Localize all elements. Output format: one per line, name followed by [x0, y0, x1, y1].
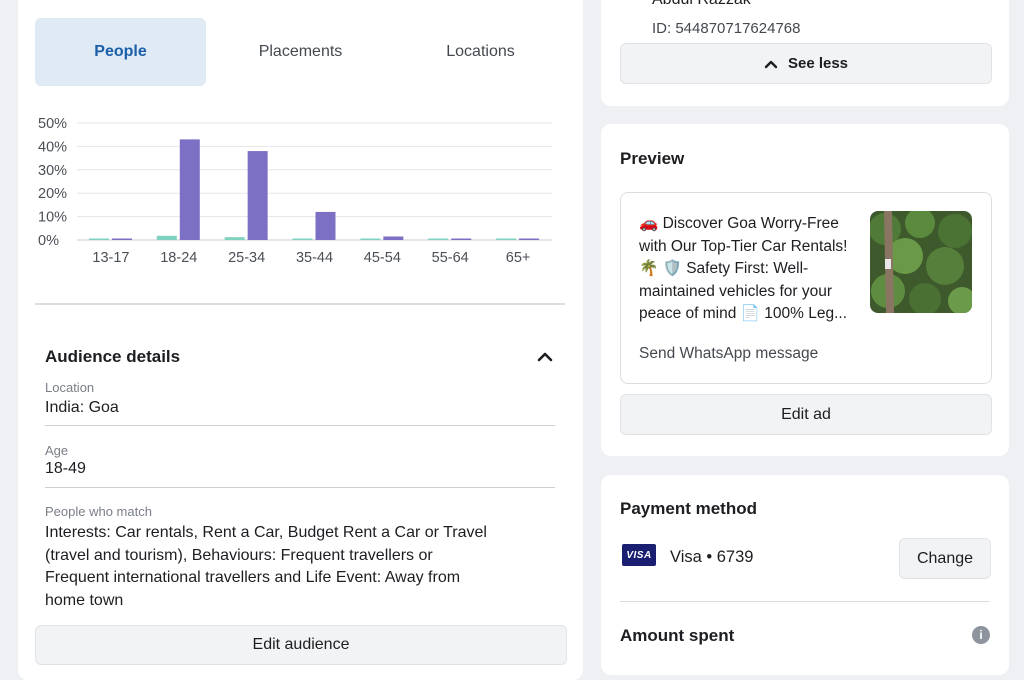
y-tick-label: 0%	[38, 233, 59, 249]
ad-line: peace of mind 📄 100% Leg...	[639, 305, 848, 323]
chart-bar-18-24-s1	[179, 139, 200, 240]
chevron-up-icon	[764, 60, 778, 68]
x-tick-label: 25-34	[228, 250, 265, 266]
account-name: Abdul Razzak	[652, 0, 751, 9]
audience-card	[18, 0, 583, 680]
chart-bar-13-17-s1	[111, 238, 132, 240]
chart-bar-35-44-s1	[315, 211, 336, 240]
ad-thumbnail	[870, 211, 972, 313]
age-distribution-chart: 0% 10% 20% 30% 40% 50% 13-17 18-24 25-34 35-44 45-…	[38, 116, 552, 266]
chart-bar-45-54-s0	[360, 238, 381, 240]
tab-people[interactable]: People	[35, 18, 206, 86]
y-tick-label: 30%	[38, 163, 67, 179]
preview-title: Preview	[620, 149, 685, 168]
amount-spent-title: Amount spent	[620, 626, 735, 645]
location-value: India: Goa	[45, 399, 119, 416]
ad-line: maintained vehicles for your	[639, 282, 832, 300]
ad-primary-text: 🚗 Discover Goa Worry-Free with Our Top-T…	[639, 213, 864, 326]
people-match-label: People who match	[45, 504, 152, 519]
people-match-value: Interests: Car rentals, Rent a Car, Budg…	[45, 522, 565, 612]
audience-details-title: Audience details	[45, 347, 181, 366]
info-icon[interactable]: i	[972, 626, 990, 644]
chart-bar-25-34-s0	[224, 237, 245, 240]
age-value: 18-49	[45, 460, 86, 477]
visa-card-icon: VISA	[622, 544, 656, 566]
chart-bar-45-54-s1	[383, 236, 404, 240]
y-tick-label: 10%	[38, 210, 67, 226]
tab-placements[interactable]: Placements	[258, 43, 343, 60]
match-line: home town	[45, 591, 124, 609]
match-line: Interests: Car rentals, Rent a Car, Budg…	[45, 524, 487, 541]
card-info: Visa • 6739	[670, 548, 754, 566]
chart-bar-35-44-s0	[292, 238, 313, 240]
chevron-up-icon[interactable]	[535, 347, 555, 367]
field-divider	[45, 487, 555, 488]
chart-bar-55-64-s0	[428, 238, 449, 240]
ad-cta-text: Send WhatsApp message	[639, 345, 819, 362]
see-less-label: See less	[787, 55, 849, 72]
y-tick-label: 20%	[38, 186, 67, 202]
x-tick-label: 18-24	[160, 250, 197, 266]
edit-audience-button[interactable]: Edit audience	[35, 625, 567, 665]
payment-divider	[620, 601, 990, 602]
account-id: ID: 544870717624768	[652, 20, 801, 37]
ad-line: 🌴 🛡️ Safety First: Well-	[639, 260, 809, 278]
ad-line: 🚗 Discover Goa Worry-Free	[639, 215, 839, 232]
chart-bar-65+-s1	[519, 238, 540, 240]
chart-bar-25-34-s1	[247, 151, 268, 240]
location-label: Location	[45, 380, 95, 395]
match-line: Frequent international travellers and Li…	[45, 569, 461, 586]
edit-ad-button[interactable]: Edit ad	[620, 394, 992, 435]
chart-bar-55-64-s1	[451, 238, 472, 240]
y-tick-label: 50%	[38, 116, 67, 132]
tab-locations[interactable]: Locations	[446, 43, 515, 60]
see-less-button[interactable]: See less	[620, 43, 992, 84]
chart-bar-13-17-s0	[88, 238, 109, 240]
x-tick-label: 45-54	[364, 250, 401, 266]
change-payment-button[interactable]: Change	[899, 538, 991, 579]
x-tick-label: 65+	[506, 250, 531, 266]
x-tick-label: 13-17	[92, 250, 129, 266]
payment-method-title: Payment method	[620, 499, 757, 518]
ad-line: with Our Top-Tier Car Rentals!	[639, 237, 848, 255]
chart-divider	[35, 303, 565, 305]
chart-bar-18-24-s0	[156, 235, 177, 240]
age-label: Age	[45, 443, 69, 458]
field-divider	[45, 425, 555, 426]
y-tick-label: 40%	[38, 139, 67, 155]
x-tick-label: 35-44	[296, 250, 333, 266]
x-tick-label: 55-64	[432, 250, 469, 266]
match-line: (travel and tourism), Behaviours: Freque…	[45, 546, 433, 564]
chart-bar-65+-s0	[496, 238, 517, 240]
